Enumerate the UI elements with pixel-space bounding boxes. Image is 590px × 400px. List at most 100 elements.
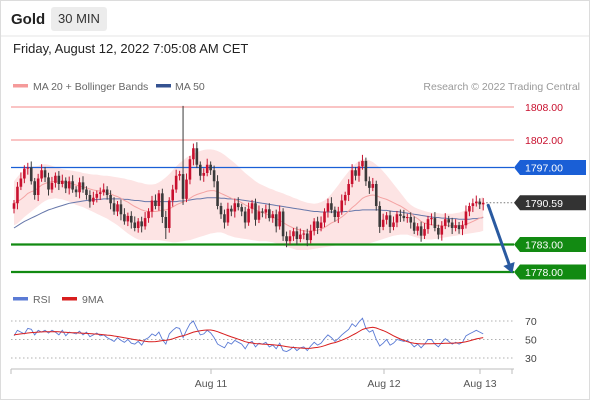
legend-label-ma50: MA 50 (175, 81, 205, 93)
rsi-tick-label: 30 (525, 353, 537, 365)
candle-body (126, 215, 130, 222)
candle-body (406, 217, 409, 219)
candle-body (95, 193, 99, 198)
candle-body (433, 218, 437, 228)
candle-body (343, 195, 347, 201)
price-levels (11, 106, 514, 274)
candle-body (264, 209, 268, 213)
candle-body (40, 170, 43, 179)
candle-body (392, 222, 395, 227)
candle-body (412, 222, 416, 231)
candle-body (316, 221, 319, 228)
pivot-label-box (514, 160, 586, 175)
candle-body (112, 203, 116, 212)
x-axis-tick-label: Aug 12 (367, 378, 400, 390)
candle-body (167, 200, 171, 228)
candle-body (381, 219, 385, 227)
candle-body (157, 193, 161, 206)
candle-body (419, 226, 423, 236)
candle-body (288, 236, 292, 242)
candle-body (199, 164, 202, 176)
candle-body (350, 170, 354, 184)
candle-body (305, 233, 309, 241)
candle-body (47, 177, 50, 190)
candle-body (209, 164, 212, 171)
candle-body (471, 203, 475, 206)
candle-body (161, 193, 164, 217)
candle-body (133, 222, 137, 228)
bollinger-fill (14, 149, 484, 250)
rsi-tick-label: 70 (525, 316, 537, 328)
candle-body (468, 206, 471, 212)
candle-body (395, 214, 399, 223)
support-label-box (514, 237, 586, 252)
candle-body (216, 181, 219, 206)
candle-body (185, 179, 188, 199)
candle-body (333, 209, 337, 217)
x-axis-tick-label: Aug 11 (195, 378, 228, 390)
candle-body (416, 226, 419, 231)
candle-body (271, 214, 275, 219)
candle-body (295, 231, 299, 239)
research-credit: Research © 2022 Trading Central (423, 81, 580, 93)
candle-body (388, 215, 392, 227)
candle-body (88, 195, 92, 202)
candle-body (26, 167, 30, 169)
candle-body (64, 180, 68, 189)
x-axis-tick-label: Aug 13 (463, 378, 496, 390)
candle-body (354, 170, 357, 176)
candle-body (50, 182, 54, 190)
timeframe-badge[interactable]: 30 MIN (51, 7, 107, 31)
candle-body (195, 148, 199, 165)
candle-body (230, 208, 233, 212)
forecast-arrow-head (503, 261, 515, 274)
candle-body (285, 236, 288, 242)
support-label: 1778.00 (525, 267, 563, 279)
candle-body (326, 203, 330, 212)
candle-body (205, 164, 209, 173)
candle-body (233, 203, 237, 212)
rsi-ma-line (13, 326, 484, 349)
candle-body (250, 203, 254, 209)
candle-body (61, 180, 64, 184)
candle-body (78, 182, 81, 193)
candle-body (437, 228, 440, 235)
candle-body (292, 231, 295, 237)
candle-body (164, 217, 168, 228)
candle-body (268, 209, 271, 219)
legend-swatch-rsi (13, 297, 28, 301)
x-axis: Aug 11 Aug 12 Aug 13 (10, 369, 513, 390)
candle-body (243, 211, 247, 223)
candle-body (430, 218, 433, 220)
candle-body (464, 211, 468, 226)
candle-body (36, 178, 40, 195)
candle-body (74, 189, 78, 193)
rsi-legend: RSI 9MA (13, 294, 104, 306)
rsi-panel: 70 50 30 (11, 316, 537, 365)
legend-label-rsi-ma: 9MA (82, 294, 104, 306)
candle-body (33, 181, 36, 195)
candle-body (226, 208, 230, 223)
candle-body (174, 175, 178, 190)
resistance-label: 1808.00 (525, 102, 563, 114)
candle-body (57, 175, 61, 184)
legend-swatch-ma50 (156, 84, 171, 88)
candle-body (378, 206, 381, 227)
candle-body (136, 221, 140, 228)
forecast-arrow-shaft (486, 203, 511, 266)
forecast-arrow (486, 203, 515, 274)
candle-body (440, 225, 444, 235)
candle-body (23, 168, 26, 179)
candle-body (81, 182, 85, 190)
candle-body (219, 206, 223, 215)
candle-body (302, 233, 306, 235)
candle-body (368, 181, 371, 188)
candle-body (371, 184, 375, 188)
candle-body (481, 202, 485, 205)
candle-body (423, 229, 426, 236)
candle-body (361, 160, 364, 167)
candle-body (236, 203, 240, 208)
candle-body (19, 178, 23, 187)
